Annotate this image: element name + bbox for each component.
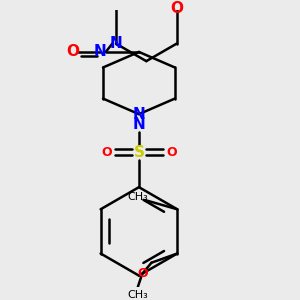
- Text: CH₃: CH₃: [127, 290, 148, 300]
- Text: N: N: [94, 44, 106, 59]
- Text: S: S: [134, 145, 144, 160]
- Text: N: N: [133, 106, 145, 122]
- Text: O: O: [170, 1, 183, 16]
- Text: O: O: [166, 146, 176, 159]
- Text: N: N: [110, 36, 122, 51]
- Text: O: O: [137, 267, 148, 280]
- Text: CH₃: CH₃: [127, 192, 148, 202]
- Text: O: O: [101, 146, 112, 159]
- Text: O: O: [66, 44, 79, 59]
- Text: N: N: [133, 117, 145, 132]
